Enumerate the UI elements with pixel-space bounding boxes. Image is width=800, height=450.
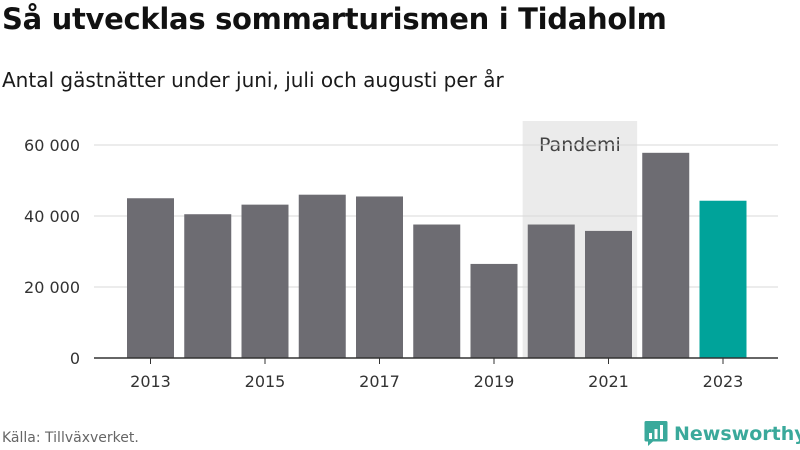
y-tick-label: 20 000 [24,278,80,297]
chart-subtitle: Antal gästnätter under juni, juli och au… [2,68,504,92]
bar-2014 [184,214,232,358]
x-tick-label: 2019 [474,372,515,391]
bar-2021 [585,230,632,358]
bar-2016 [298,194,346,358]
bar-2013 [127,198,174,358]
brand-name: Newsworthy [674,423,800,445]
chart-title: Så utvecklas sommarturismen i Tidaholm [2,2,667,36]
bar-2018 [413,224,461,358]
bar-2019 [470,263,518,358]
y-tick-label: 0 [70,349,80,368]
bar-2020 [527,224,575,358]
x-tick-label: 2015 [245,372,286,391]
bar-2023 [699,200,747,358]
x-tick-label: 2023 [703,372,744,391]
bar-2015 [241,204,289,358]
newsworthy-chat-chart-icon [644,421,668,446]
x-tick-label: 2013 [130,372,171,391]
y-tick-label: 60 000 [24,136,80,155]
x-tick-label: 2021 [588,372,629,391]
bar-2017 [356,196,403,358]
bar-2022 [642,152,690,358]
x-tick-label: 2017 [359,372,400,391]
y-tick-label: 40 000 [24,207,80,226]
newsworthy-logo[interactable]: Newsworthy [644,420,800,448]
source-note: Källa: Tillväxverket. [2,430,139,446]
